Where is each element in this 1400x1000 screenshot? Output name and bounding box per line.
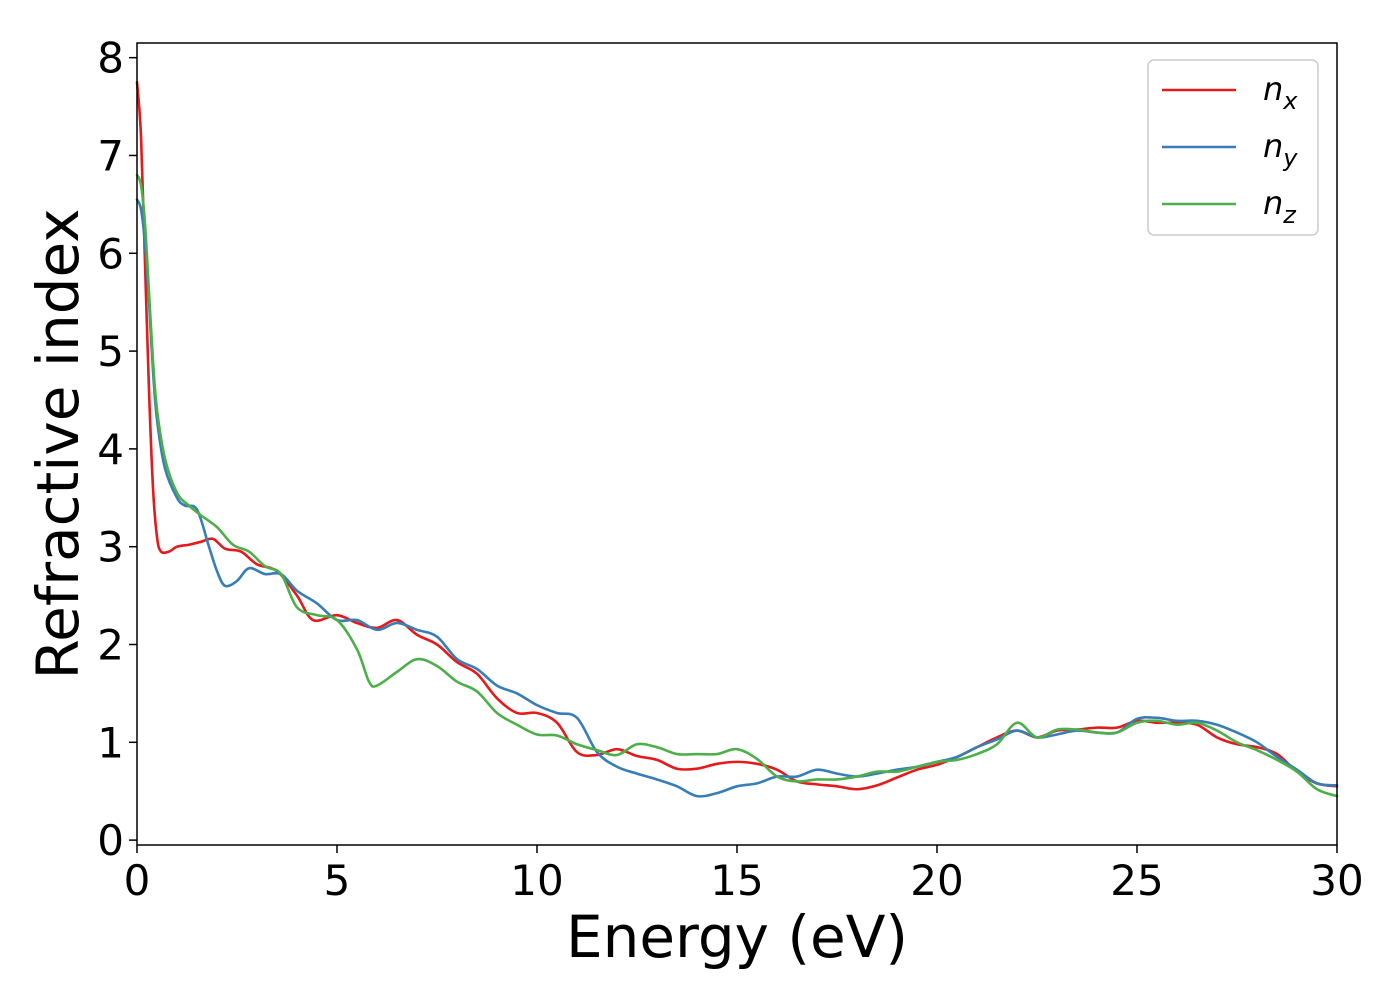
y-axis-title: Refractive index <box>24 208 92 679</box>
y-axis: 0 1 2 3 4 5 6 7 8 <box>97 34 137 865</box>
y-tick-label: 8 <box>97 34 124 83</box>
series-line-z <box>135 173 1339 798</box>
legend-label-z: nz <box>1263 184 1297 229</box>
y-tick-label: 0 <box>97 816 124 865</box>
series-layer <box>135 80 1339 798</box>
y-tick-label: 5 <box>97 327 124 376</box>
y-tick-label: 2 <box>97 621 124 670</box>
legend-label-y: ny <box>1263 127 1298 172</box>
x-tick-label: 15 <box>710 856 763 905</box>
x-axis: 0 5 10 15 20 25 30 <box>124 845 1364 905</box>
x-tick-label: 10 <box>510 856 563 905</box>
x-tick-label: 5 <box>324 856 351 905</box>
y-tick-label: 3 <box>97 523 124 572</box>
legend-label-x: nx <box>1263 70 1298 115</box>
x-tick-label: 0 <box>124 856 151 905</box>
y-tick-label: 7 <box>97 131 124 180</box>
y-tick-label: 6 <box>97 229 124 278</box>
x-tick-label: 30 <box>1310 856 1363 905</box>
legend: nx ny nz <box>1147 59 1319 236</box>
x-tick-label: 25 <box>1110 856 1163 905</box>
y-tick-label: 1 <box>97 718 124 767</box>
x-tick-label: 20 <box>910 856 963 905</box>
x-axis-title: Energy (eV) <box>566 903 908 971</box>
y-tick-label: 4 <box>97 425 124 474</box>
